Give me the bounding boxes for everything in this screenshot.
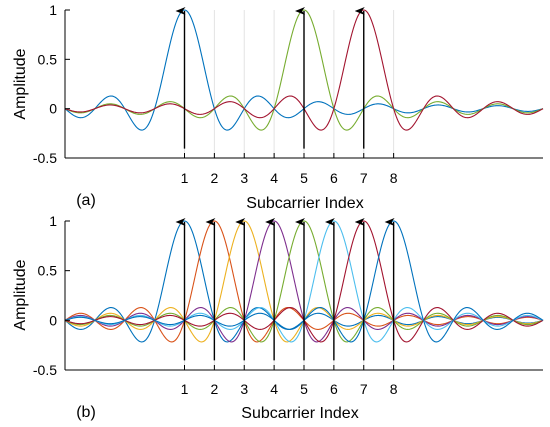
x-tick-label: 1	[181, 170, 189, 186]
y-tick-label: 1	[49, 213, 57, 229]
x-tick-label: 1	[181, 381, 189, 397]
panel-b-x-axis-label: Subcarrier Index	[241, 405, 358, 422]
panel-a-x-axis-label: Subcarrier Index	[246, 195, 363, 212]
y-tick-label: 0.5	[38, 51, 58, 67]
panel-a-arrows	[175, 7, 365, 149]
x-tick-label: 8	[390, 381, 398, 397]
y-tick-label: 0	[49, 312, 57, 328]
panel-a-label: (a)	[76, 192, 96, 209]
panel-a: -0.5 0 0.5 1 1 2 3 4 5 6 7 8 Amplitude Subcarrier …	[12, 2, 544, 212]
panel-b-y-axis-label: Amplitude	[12, 259, 29, 330]
panel-b-grid	[184, 221, 395, 370]
panel-b-label: (b)	[76, 404, 96, 421]
x-tick-label: 4	[270, 170, 278, 186]
panel-a-y-tick-labels: -0.5 0 0.5 1	[33, 2, 57, 166]
x-tick-label: 5	[300, 170, 308, 186]
x-tick-label: 6	[330, 170, 338, 186]
x-tick-label: 8	[390, 170, 398, 186]
y-tick-label: 0.5	[38, 263, 58, 279]
panel-a-grid	[184, 10, 395, 158]
panel-a-y-axis-label: Amplitude	[12, 48, 29, 119]
x-tick-label: 5	[300, 381, 308, 397]
x-tick-label: 3	[240, 381, 248, 397]
y-tick-label: 0	[49, 101, 57, 117]
y-tick-label: -0.5	[33, 150, 57, 166]
panel-b-x-tick-labels: 1 2 3 4 5 6 7 8	[181, 381, 398, 397]
x-tick-label: 4	[270, 381, 278, 397]
x-tick-label: 2	[210, 381, 218, 397]
panel-b-y-tick-labels: -0.5 0 0.5 1	[33, 213, 57, 378]
panel-b-arrows	[175, 218, 395, 361]
panel-b-axes	[64, 220, 543, 371]
panel-a-x-tick-labels: 1 2 3 4 5 6 7 8	[181, 170, 398, 186]
x-tick-label: 7	[360, 170, 368, 186]
y-tick-label: 1	[49, 2, 57, 18]
x-tick-label: 7	[360, 381, 368, 397]
x-tick-label: 2	[210, 170, 218, 186]
y-tick-label: -0.5	[33, 362, 57, 378]
x-tick-label: 6	[330, 381, 338, 397]
x-tick-label: 3	[240, 170, 248, 186]
panel-a-axes	[64, 9, 543, 159]
panel-b: -0.5 0 0.5 1 1 2 3 4 5 6 7 8 Amplitude Subcarrier …	[12, 213, 544, 422]
